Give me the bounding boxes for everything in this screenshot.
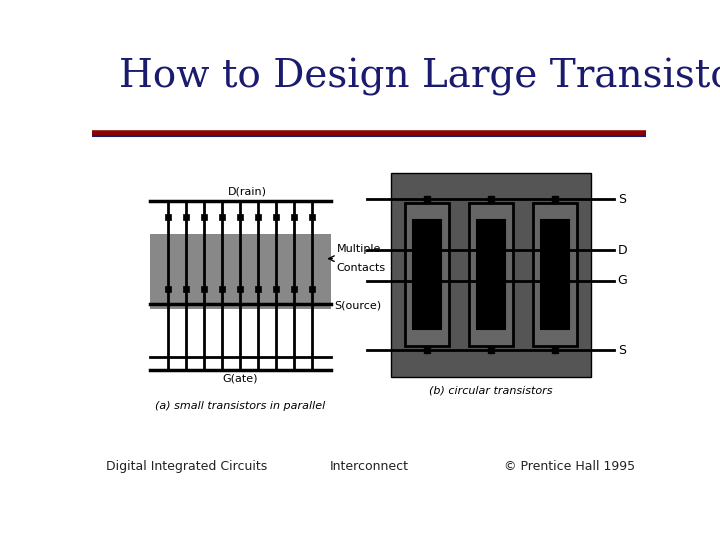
Bar (487, 278, 494, 284)
Text: G(ate): G(ate) (222, 374, 258, 384)
Bar (273, 286, 279, 292)
Text: How to Design Large Transistors: How to Design Large Transistors (119, 58, 720, 96)
Bar (237, 213, 243, 220)
Bar (405, 203, 449, 346)
Bar (552, 247, 558, 253)
Bar (255, 286, 261, 292)
Bar (165, 213, 171, 220)
Text: S(ource): S(ource) (334, 300, 382, 310)
Bar (487, 247, 494, 253)
Bar (390, 173, 590, 377)
Bar (423, 196, 430, 202)
Text: G: G (618, 274, 627, 287)
Text: D(rain): D(rain) (228, 186, 267, 197)
Bar (183, 286, 189, 292)
Bar (533, 203, 577, 346)
Bar (552, 278, 558, 284)
Bar (552, 347, 558, 353)
Text: Interconnect: Interconnect (330, 460, 408, 473)
Bar (165, 286, 171, 292)
Bar (150, 234, 330, 309)
Bar (219, 213, 225, 220)
Text: (a) small transistors in parallel: (a) small transistors in parallel (155, 401, 325, 411)
Bar (219, 286, 225, 292)
Bar (201, 213, 207, 220)
Bar (237, 286, 243, 292)
Bar (552, 196, 558, 202)
Bar (291, 213, 297, 220)
Bar (477, 220, 505, 329)
Bar (255, 213, 261, 220)
Text: (b) circular transistors: (b) circular transistors (429, 386, 552, 396)
Bar (541, 220, 569, 329)
Bar (291, 286, 297, 292)
Bar (469, 203, 513, 346)
Bar (310, 213, 315, 220)
Bar (310, 286, 315, 292)
Text: Multiple: Multiple (337, 244, 381, 254)
Bar (423, 347, 430, 353)
Bar (487, 347, 494, 353)
Text: D: D (618, 244, 627, 256)
Text: Contacts: Contacts (337, 263, 386, 273)
Text: S: S (618, 193, 626, 206)
Text: S: S (618, 343, 626, 356)
Text: © Prentice Hall 1995: © Prentice Hall 1995 (503, 460, 634, 473)
Bar (273, 213, 279, 220)
Bar (413, 220, 441, 329)
Bar (201, 286, 207, 292)
Bar (487, 196, 494, 202)
Bar (183, 213, 189, 220)
Bar (423, 247, 430, 253)
Bar (423, 278, 430, 284)
Text: Digital Integrated Circuits: Digital Integrated Circuits (106, 460, 267, 473)
